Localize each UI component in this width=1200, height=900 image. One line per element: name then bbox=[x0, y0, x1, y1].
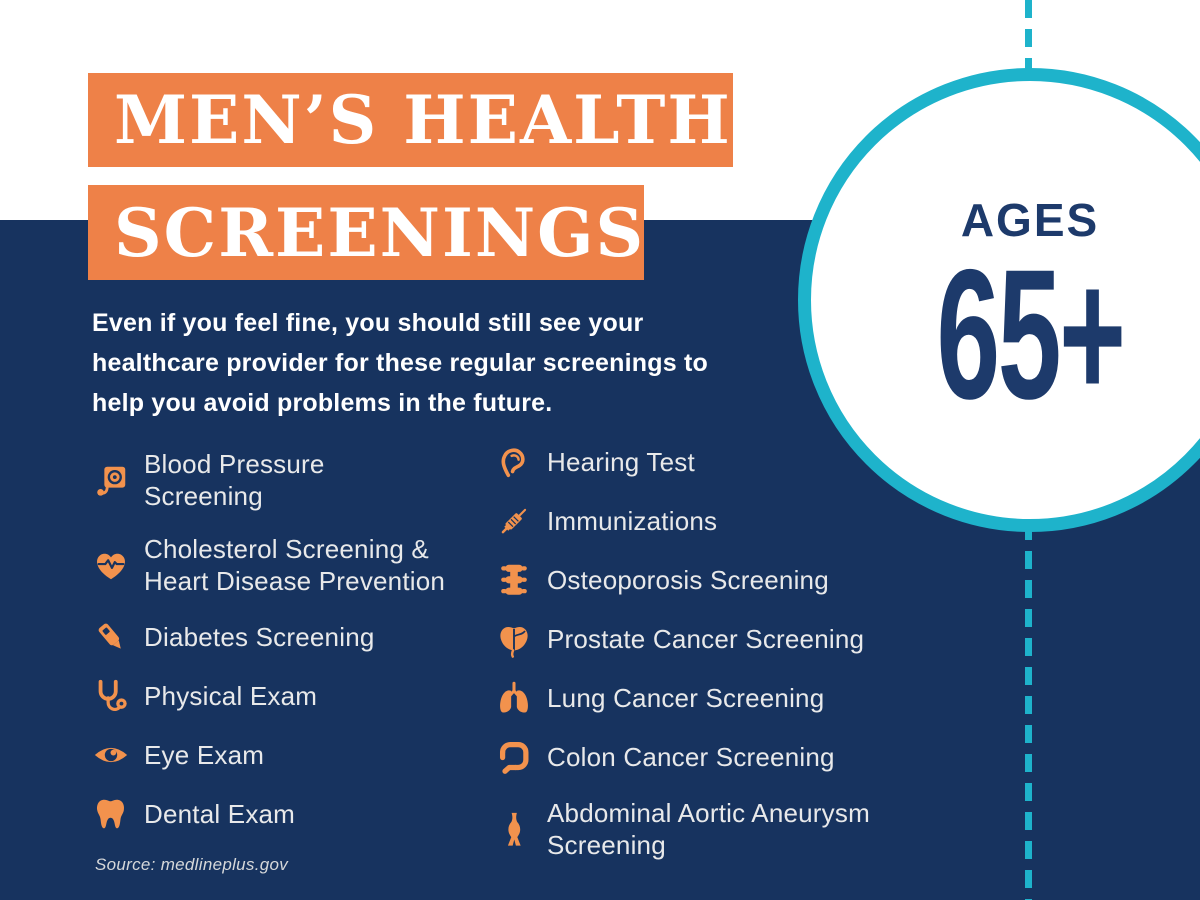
list-item-label: Diabetes Screening bbox=[144, 622, 375, 652]
list-item: Diabetes Screening bbox=[92, 618, 452, 656]
aorta-icon bbox=[495, 810, 533, 848]
list-item: Dental Exam bbox=[92, 795, 452, 833]
prostate-icon bbox=[495, 620, 533, 658]
tooth-icon bbox=[92, 795, 130, 833]
blood-pressure-icon bbox=[92, 461, 130, 499]
list-item: Osteoporosis Screening bbox=[495, 561, 935, 599]
source-credit: Source: medlineplus.gov bbox=[95, 855, 289, 874]
lungs-icon bbox=[495, 679, 533, 717]
list-item: Hearing Test bbox=[495, 443, 935, 481]
syringe-icon bbox=[495, 502, 533, 540]
list-item: Eye Exam bbox=[92, 736, 452, 774]
intro-line: help you avoid problems in the future. bbox=[92, 389, 553, 417]
list-item: Abdominal Aortic Aneurysm Screening bbox=[495, 797, 935, 861]
list-item-label: Prostate Cancer Screening bbox=[547, 624, 865, 654]
glucose-meter-icon bbox=[92, 618, 130, 656]
list-item-label: Abdominal Aortic Aneurysm Screening bbox=[547, 798, 870, 860]
list-item-label: Eye Exam bbox=[144, 740, 265, 770]
colon-icon bbox=[495, 738, 533, 776]
intro-line: Even if you feel fine, you should still … bbox=[92, 309, 644, 337]
page-title-line-1: MEN’S HEALTH bbox=[88, 73, 733, 167]
list-item: Blood Pressure Screening bbox=[92, 448, 452, 512]
screenings-list-left: Blood Pressure Screening Cholesterol Scre… bbox=[92, 448, 452, 854]
list-item-label: Colon Cancer Screening bbox=[547, 742, 835, 772]
list-item: Lung Cancer Screening bbox=[495, 679, 935, 717]
list-item-label: Dental Exam bbox=[144, 799, 296, 829]
list-item: Prostate Cancer Screening bbox=[495, 620, 935, 658]
page-title-line-2: SCREENINGS bbox=[88, 185, 644, 280]
heart-pulse-icon bbox=[92, 546, 130, 584]
stethoscope-icon bbox=[92, 677, 130, 715]
list-item: Cholesterol Screening & Heart Disease Pr… bbox=[92, 533, 452, 597]
age-badge-label: AGES bbox=[960, 194, 1100, 246]
list-item: Immunizations bbox=[495, 502, 935, 540]
list-item: Colon Cancer Screening bbox=[495, 738, 935, 776]
list-item-label: Hearing Test bbox=[547, 447, 695, 477]
intro-text: Even if you feel fine, you should still … bbox=[92, 303, 772, 423]
list-item-label: Lung Cancer Screening bbox=[547, 683, 825, 713]
age-badge-value: 65+ bbox=[936, 232, 1126, 438]
screenings-list-right: Hearing Test Immunizations Osteoporosis Sc… bbox=[495, 443, 935, 882]
list-item-label: Immunizations bbox=[547, 506, 718, 536]
intro-line: healthcare provider for these regular sc… bbox=[92, 349, 708, 377]
list-item-label: Physical Exam bbox=[144, 681, 318, 711]
list-item-label: Osteoporosis Screening bbox=[547, 565, 829, 595]
list-item-label: Cholesterol Screening & Heart Disease Pr… bbox=[144, 534, 446, 596]
ear-icon bbox=[495, 443, 533, 481]
spine-icon bbox=[495, 561, 533, 599]
list-item: Physical Exam bbox=[92, 677, 452, 715]
eye-icon bbox=[92, 736, 130, 774]
list-item-label: Blood Pressure Screening bbox=[144, 449, 325, 511]
